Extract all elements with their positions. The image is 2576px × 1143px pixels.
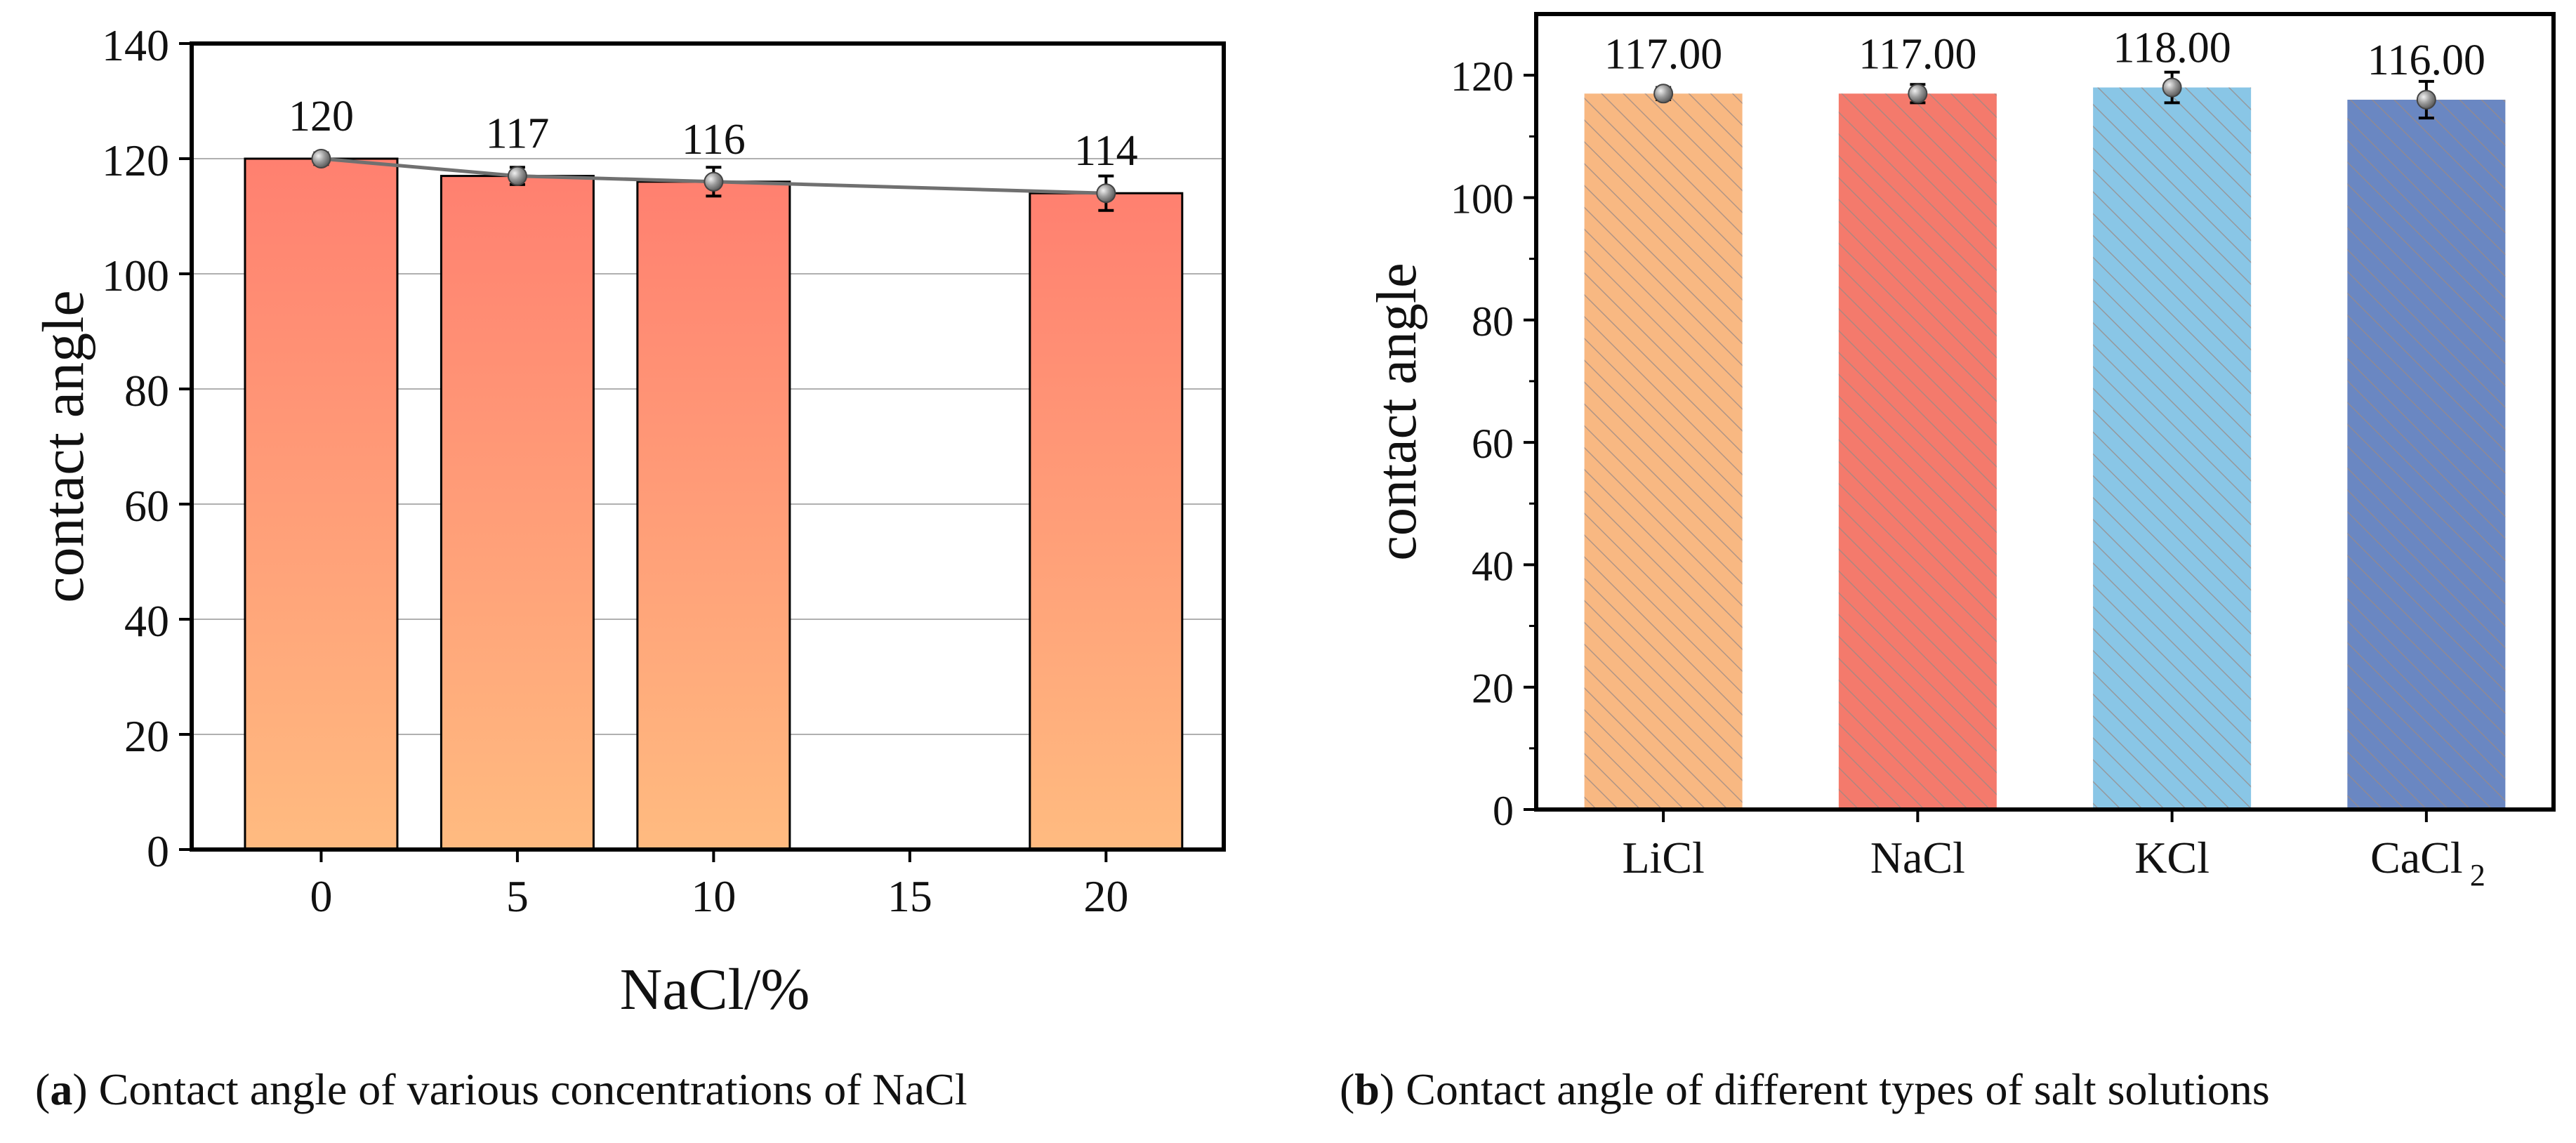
x-tick-label-b: KCl: [2134, 833, 2210, 883]
bar-a: [244, 157, 399, 851]
x-tick-label-b: NaCl: [1870, 833, 1965, 883]
y-tick-label-a: 40: [124, 596, 169, 646]
y-tick-label-b: 40: [1472, 543, 1514, 589]
y-tick-label-b: 120: [1451, 53, 1514, 100]
caption-b: (b) Contact angle of different types of …: [1340, 1064, 2270, 1114]
point-marker-b: [1908, 84, 1928, 104]
x-tick-label-b: CaCl: [2370, 833, 2463, 883]
data-label-b: 117.00: [1858, 30, 1976, 78]
x-tick-label-b: LiCl: [1622, 833, 1704, 883]
y-tick-label-a: 120: [102, 136, 169, 185]
caption-b-text: Contact angle of different types of salt…: [1406, 1064, 2270, 1114]
x-tick-subscript-b: 2: [2470, 858, 2485, 892]
data-label-a: 116: [682, 116, 746, 164]
y-tick-label-a: 80: [124, 366, 169, 416]
y-tick-label-a: 100: [102, 251, 169, 300]
y-tick-label-a: 60: [124, 481, 169, 531]
bar-a: [440, 175, 595, 851]
data-label-a: 117: [486, 110, 550, 158]
point-marker-b: [2162, 77, 2182, 98]
y-tick-label-a: 140: [102, 20, 169, 70]
point-marker-a: [1096, 183, 1116, 204]
point-marker-a: [507, 166, 527, 186]
plot-frame-b: [1534, 12, 2556, 812]
caption-a-label: a: [50, 1064, 73, 1114]
x-tick-label-a: 5: [506, 871, 529, 921]
y-tick-label-b: 0: [1493, 788, 1514, 834]
y-tick-label-b: 60: [1472, 421, 1514, 467]
point-marker-a: [311, 149, 331, 169]
chart-b: 0 20 40 60 80 100 120 117.00 LiCl 117.00 NaCl 118.0…: [1366, 12, 2556, 892]
y-tick-label-a: 20: [124, 711, 169, 761]
bar-hatch-b: [1838, 93, 1997, 810]
y-tick-label-a: 0: [147, 826, 169, 876]
y-tick-label-b: 20: [1472, 666, 1514, 712]
x-tick-label-a: 0: [310, 871, 332, 921]
data-label-a: 120: [289, 93, 354, 140]
x-tick-label-a: 15: [887, 871, 932, 921]
bar-a: [1029, 192, 1184, 851]
trend-line-a: [321, 157, 1107, 195]
bar-hatch-b: [2347, 100, 2506, 810]
chart-a: 0 20 40 60 80 100 120 140 0 5 10 15 20 120 117 116 114 co…: [31, 20, 1226, 1022]
x-tick-label-a: 20: [1083, 871, 1128, 921]
caption-b-label: b: [1354, 1064, 1380, 1114]
caption-a: (a) Contact angle of various concentrati…: [35, 1064, 967, 1114]
y-tick-label-b: 80: [1472, 298, 1514, 345]
bar-a: [636, 180, 791, 851]
y-axis-title-a: contact angle: [31, 290, 96, 602]
point-marker-b: [2416, 90, 2436, 110]
y-axis-title-b: contact angle: [1366, 263, 1428, 560]
bar-hatch-b: [1584, 93, 1743, 810]
bar-hatch-b: [2093, 87, 2252, 810]
x-tick-label-a: 10: [691, 871, 736, 921]
data-label-b: 117.00: [1604, 30, 1722, 78]
data-label-a: 114: [1074, 127, 1138, 175]
data-label-b: 116.00: [2367, 37, 2485, 84]
plot-frame-a: [190, 41, 1226, 852]
data-label-b: 118.00: [2113, 25, 2231, 72]
x-axis-title-a: NaCl/%: [620, 957, 810, 1022]
caption-a-text: Contact angle of various concentrations …: [98, 1064, 967, 1114]
point-marker-b: [1653, 84, 1674, 104]
y-tick-label-b: 100: [1451, 176, 1514, 222]
point-marker-a: [704, 171, 724, 192]
